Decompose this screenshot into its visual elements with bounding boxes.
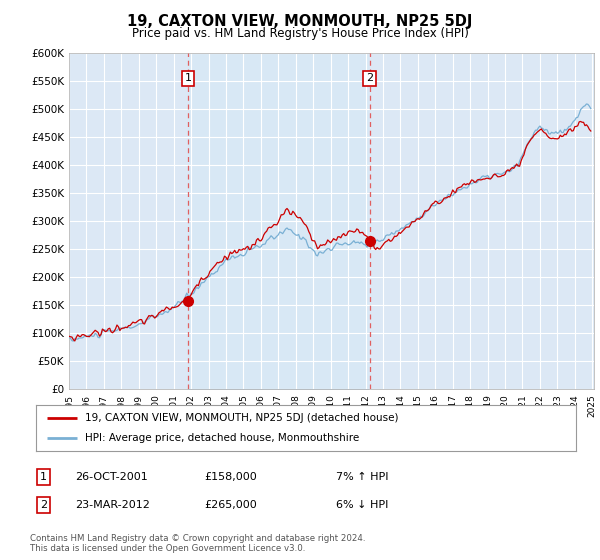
Text: HPI: Average price, detached house, Monmouthshire: HPI: Average price, detached house, Monm… xyxy=(85,433,359,443)
Text: 23-MAR-2012: 23-MAR-2012 xyxy=(75,500,150,510)
Text: 2: 2 xyxy=(40,500,47,510)
Text: 7% ↑ HPI: 7% ↑ HPI xyxy=(336,472,389,482)
Text: 19, CAXTON VIEW, MONMOUTH, NP25 5DJ: 19, CAXTON VIEW, MONMOUTH, NP25 5DJ xyxy=(127,14,473,29)
Text: 2: 2 xyxy=(366,73,373,83)
Text: Contains HM Land Registry data © Crown copyright and database right 2024.
This d: Contains HM Land Registry data © Crown c… xyxy=(30,534,365,553)
Text: £158,000: £158,000 xyxy=(204,472,257,482)
Text: £265,000: £265,000 xyxy=(204,500,257,510)
Text: 6% ↓ HPI: 6% ↓ HPI xyxy=(336,500,388,510)
Text: 1: 1 xyxy=(40,472,47,482)
Text: 26-OCT-2001: 26-OCT-2001 xyxy=(75,472,148,482)
Text: 19, CAXTON VIEW, MONMOUTH, NP25 5DJ (detached house): 19, CAXTON VIEW, MONMOUTH, NP25 5DJ (det… xyxy=(85,413,398,423)
Text: Price paid vs. HM Land Registry's House Price Index (HPI): Price paid vs. HM Land Registry's House … xyxy=(131,27,469,40)
Text: 1: 1 xyxy=(184,73,191,83)
